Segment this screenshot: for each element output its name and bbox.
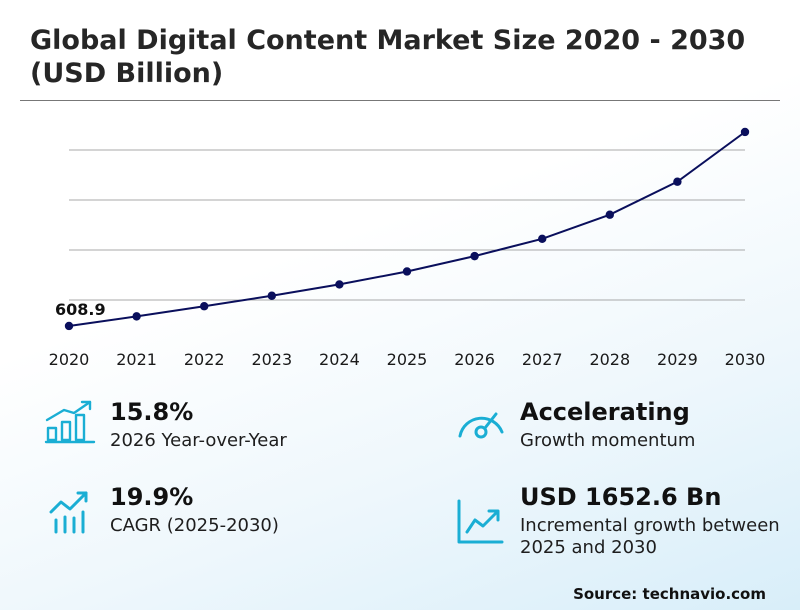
data-label: 608.9 bbox=[55, 300, 106, 319]
kpi-incremental: USD 1652.6 Bn Incremental growth between… bbox=[520, 483, 780, 559]
x-tick-label: 2023 bbox=[251, 350, 292, 369]
x-tick-label: 2030 bbox=[725, 350, 766, 369]
x-tick-label: 2020 bbox=[49, 350, 90, 369]
x-tick-label: 2027 bbox=[522, 350, 563, 369]
data-point-2030 bbox=[740, 127, 750, 137]
trend-bars-icon bbox=[49, 491, 88, 534]
x-tick-label: 2022 bbox=[184, 350, 225, 369]
kpi-incremental-value: USD 1652.6 Bn bbox=[520, 483, 722, 511]
data-point-2020 bbox=[64, 321, 74, 331]
kpi-cagr-value: 19.9% bbox=[110, 483, 194, 511]
data-point-2025 bbox=[402, 267, 412, 276]
data-point-2023 bbox=[267, 291, 276, 300]
data-point-2026 bbox=[470, 251, 479, 261]
kpi-incremental-label: Incremental growth between 2025 and 2030 bbox=[520, 515, 780, 558]
data-point-2027 bbox=[538, 234, 547, 244]
source-credit: Source: technavio.com bbox=[573, 585, 766, 603]
chart-title: Global Digital Content Market Size 2020 … bbox=[30, 25, 746, 89]
kpi-momentum-value: Accelerating bbox=[520, 398, 690, 426]
x-tick-label: 2021 bbox=[116, 350, 157, 369]
title-divider bbox=[20, 100, 780, 101]
x-tick-label: 2026 bbox=[454, 350, 495, 369]
data-point-2028 bbox=[605, 210, 614, 219]
kpi-momentum-label: Growth momentum bbox=[520, 430, 696, 451]
x-tick-label: 2029 bbox=[657, 350, 698, 369]
data-point-2022 bbox=[200, 302, 209, 311]
kpi-yoy-value: 15.8% bbox=[110, 398, 194, 426]
series-line bbox=[68, 131, 746, 327]
data-point-2029 bbox=[673, 177, 682, 186]
kpi-cagr-label: CAGR (2025-2030) bbox=[110, 515, 279, 536]
kpi-yoy: 15.8% 2026 Year-over-Year bbox=[110, 398, 430, 452]
data-point-2024 bbox=[335, 280, 344, 289]
bar-chart-growth-icon bbox=[44, 400, 96, 444]
line-chart-icon bbox=[457, 499, 504, 544]
x-tick-label: 2025 bbox=[387, 350, 428, 369]
gauge-icon bbox=[458, 412, 504, 439]
kpi-cagr: 19.9% CAGR (2025-2030) bbox=[110, 483, 430, 537]
data-point-2021 bbox=[132, 312, 141, 321]
x-tick-label: 2024 bbox=[319, 350, 360, 369]
kpi-yoy-label: 2026 Year-over-Year bbox=[110, 430, 287, 451]
kpi-momentum: Accelerating Growth momentum bbox=[520, 398, 780, 452]
x-tick-label: 2028 bbox=[589, 350, 630, 369]
line-chart: 608.9 2020 2021 2022 2023 2024 2025 2026 2027 20… bbox=[49, 127, 766, 369]
